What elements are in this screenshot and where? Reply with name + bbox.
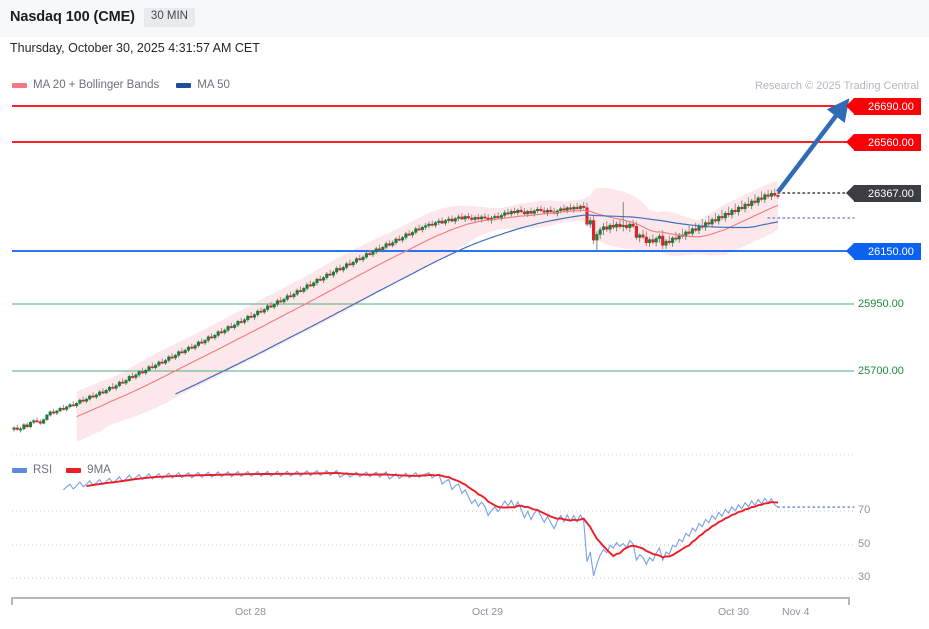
timeframe-badge[interactable]: 30 MIN	[143, 8, 195, 27]
tag-pointer-icon	[846, 243, 854, 259]
price-label-25950: 25950.00	[858, 298, 904, 310]
price-tag-value: 26150.00	[868, 245, 914, 258]
bollinger-band-fill	[76, 181, 779, 442]
rsi-swatch-icon	[12, 467, 27, 473]
x-tick-label-0: Oct 28	[235, 606, 266, 618]
price-tag-last[interactable]: 26367.00	[846, 185, 921, 202]
price-tag-resistance-1[interactable]: 26690.00	[846, 98, 921, 115]
rsi-legend: RSI 9MA	[12, 464, 111, 476]
price-tag-value: 26560.00	[868, 136, 914, 149]
legend-item-9ma[interactable]: 9MA	[66, 464, 111, 476]
legend-label-ma50: MA 50	[197, 79, 230, 91]
price-tag-value: 26690.00	[868, 100, 914, 113]
timestamp-label: Thursday, October 30, 2025 4:31:57 AM CE…	[10, 41, 260, 55]
price-tag-resistance-2[interactable]: 26560.00	[846, 134, 921, 151]
legend-label-9ma: 9MA	[87, 464, 111, 476]
rsi-tick-30: 30	[858, 571, 871, 583]
x-axis	[11, 597, 850, 605]
rsi-tick-50: 50	[858, 538, 871, 550]
price-level-lines	[12, 105, 855, 372]
price-tag-value: 26367.00	[868, 187, 914, 200]
rsi-panel	[12, 454, 855, 579]
rsi-ma-swatch-icon	[66, 467, 82, 473]
legend-label-ma20: MA 20 + Bollinger Bands	[33, 79, 160, 91]
legend-item-ma50[interactable]: MA 50	[176, 79, 230, 91]
tag-pointer-icon	[846, 134, 854, 150]
price-legend: MA 20 + Bollinger Bands MA 50	[12, 79, 230, 91]
ma50-line	[175, 214, 779, 395]
x-tick-label-3: Nov 4	[782, 606, 810, 618]
legend-item-ma20[interactable]: MA 20 + Bollinger Bands	[12, 79, 159, 91]
legend-item-rsi[interactable]: RSI	[12, 464, 52, 476]
attribution-label: Research © 2025 Trading Central	[754, 80, 919, 92]
legend-label-rsi: RSI	[33, 464, 53, 476]
ma20-swatch-icon	[12, 82, 27, 88]
tag-pointer-icon	[846, 185, 854, 201]
price-tag-support[interactable]: 26150.00	[846, 243, 921, 260]
price-label-25700: 25700.00	[858, 365, 904, 377]
rsi-tick-70: 70	[858, 504, 871, 516]
page-title: Nasdaq 100 (CME)	[10, 9, 135, 26]
projection-arrow	[776, 98, 850, 194]
ma20-line	[76, 204, 779, 418]
tag-pointer-icon	[846, 98, 854, 114]
candlestick-series	[12, 188, 780, 433]
ma50-swatch-icon	[176, 82, 192, 88]
x-tick-label-2: Oct 30	[718, 606, 749, 618]
title-row: Nasdaq 100 (CME) 30 MIN	[10, 8, 195, 27]
x-tick-label-1: Oct 29	[472, 606, 503, 618]
